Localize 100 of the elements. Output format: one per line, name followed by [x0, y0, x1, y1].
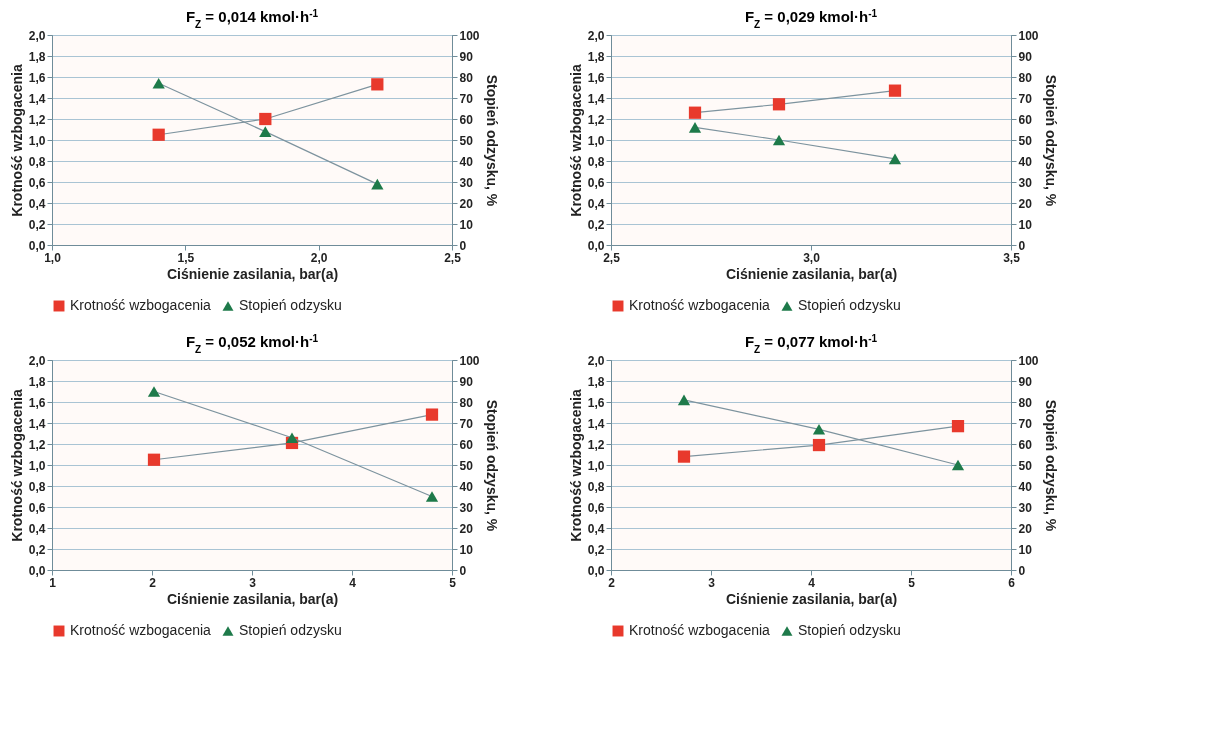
point [371, 78, 384, 91]
y-tick-label: 1,2 [28, 112, 46, 127]
y-axis-title: Krotność wzbogacenia [567, 389, 584, 542]
y2-tick-label: 80 [459, 395, 474, 410]
y-tick-label: 1,0 [587, 133, 605, 148]
y-tick-label: 0,8 [587, 479, 605, 494]
y2-tick-label: 40 [1018, 479, 1033, 494]
x-tick-label: 1 [49, 575, 57, 590]
x-tick-label: 4 [349, 575, 357, 590]
y-tick-label: 2,0 [587, 28, 605, 43]
y-tick-label: 1,6 [28, 70, 46, 85]
y2-tick-label: 40 [459, 154, 474, 169]
x-tick-label: 2 [608, 575, 616, 590]
y2-tick-label: 100 [1018, 28, 1039, 43]
y2-tick-label: 20 [459, 196, 474, 211]
point [425, 408, 439, 421]
point [688, 122, 702, 133]
y2-tick-label: 80 [1018, 70, 1033, 85]
x-tick-label: 4 [808, 575, 816, 590]
point [259, 126, 272, 137]
y-tick-label: 2,0 [28, 353, 46, 368]
point [772, 134, 786, 146]
point [152, 78, 165, 89]
point [425, 491, 439, 502]
y-tick-label: 1,4 [587, 91, 605, 106]
y-tick-label: 0,6 [28, 500, 46, 515]
y-axis-title: Krotność wzbogacenia [567, 64, 584, 217]
y-tick-label: 1,0 [28, 458, 46, 473]
y2-tick-label: 90 [459, 374, 474, 389]
y-tick-label: 1,4 [28, 91, 46, 106]
point [888, 153, 902, 165]
y2-tick-label: 100 [459, 28, 480, 43]
y-tick-label: 2,0 [587, 353, 605, 368]
y2-axis-title: Stopień odzysku, % [1042, 399, 1059, 532]
y-axis-title: Krotność wzbogacenia [8, 64, 25, 217]
y2-tick-label: 70 [459, 416, 474, 431]
x-tick-label: 2,5 [603, 250, 621, 265]
y2-tick-label: 60 [1018, 437, 1033, 452]
x-tick-label: 5 [449, 575, 457, 590]
x-tick-label: 1,0 [44, 250, 62, 265]
y-tick-label: 0,2 [587, 217, 605, 232]
y2-tick-label: 10 [1018, 542, 1033, 557]
y2-tick-label: 30 [459, 175, 474, 190]
legend-label: Stopień odzysku [798, 297, 901, 313]
y-tick-label: 1,4 [28, 416, 46, 431]
y-tick-label: 2,0 [28, 28, 46, 43]
y2-tick-label: 70 [1018, 91, 1033, 106]
point [371, 178, 384, 190]
x-tick-label: 3,0 [803, 250, 821, 265]
point [259, 112, 272, 126]
y2-axis-title: Stopień odzysku, % [483, 399, 500, 532]
y2-tick-label: 30 [459, 500, 474, 515]
y-tick-label: 0,8 [28, 154, 46, 169]
y2-tick-label: 0 [459, 238, 467, 253]
y2-tick-label: 60 [459, 437, 474, 452]
point [677, 394, 691, 406]
y-tick-label: 0,6 [587, 175, 605, 190]
y-tick-label: 0,4 [28, 196, 46, 211]
x-tick-label: 2,0 [310, 250, 328, 265]
y-tick-label: 0,2 [28, 217, 46, 232]
y2-tick-label: 100 [1018, 353, 1039, 368]
y2-tick-label: 0 [459, 563, 467, 578]
point [888, 84, 902, 97]
y2-tick-label: 80 [1018, 395, 1033, 410]
x-axis-title: Ciśnienie zasilania, bar(a) [166, 590, 339, 607]
y2-tick-label: 90 [1018, 49, 1033, 64]
y2-tick-label: 70 [1018, 416, 1033, 431]
y2-tick-label: 50 [459, 133, 474, 148]
point [285, 432, 299, 443]
y2-tick-label: 20 [1018, 196, 1033, 211]
y-tick-label: 0,2 [587, 542, 605, 557]
y-tick-label: 0,0 [28, 238, 46, 253]
x-tick-label: 3 [708, 575, 716, 590]
point [152, 128, 165, 141]
y2-axis-title: Stopień odzysku, % [1042, 74, 1059, 207]
y-tick-label: 0,0 [587, 563, 605, 578]
y-tick-label: 0,0 [587, 238, 605, 253]
y2-tick-label: 30 [1018, 500, 1033, 515]
x-tick-label: 3 [249, 575, 257, 590]
y-tick-label: 0,8 [587, 154, 605, 169]
y-tick-label: 1,6 [587, 395, 605, 410]
y2-tick-label: 70 [459, 91, 474, 106]
y-tick-label: 0,4 [28, 521, 46, 536]
y2-tick-label: 50 [1018, 133, 1033, 148]
y2-tick-label: 20 [1018, 521, 1033, 536]
point [951, 420, 965, 433]
point [812, 424, 826, 435]
y-tick-label: 1,8 [28, 374, 46, 389]
x-tick-label: 6 [1008, 575, 1016, 590]
y2-tick-label: 50 [1018, 458, 1033, 473]
y-tick-label: 1,2 [587, 437, 605, 452]
chart-title: F$_{Z}$ = 0,029 kmol·h$^{-1}$ [744, 7, 878, 30]
x-axis-title: Ciśnienie zasilania, bar(a) [725, 265, 898, 282]
y-tick-label: 0,8 [28, 479, 46, 494]
legend-label: Stopień odzysku [239, 297, 342, 313]
y-tick-label: 1,0 [28, 133, 46, 148]
legend-label: Krotność wzbogacenia [629, 622, 771, 638]
x-axis-title: Ciśnienie zasilania, bar(a) [166, 265, 339, 282]
y2-axis-title: Stopień odzysku, % [483, 74, 500, 207]
point [147, 453, 161, 466]
